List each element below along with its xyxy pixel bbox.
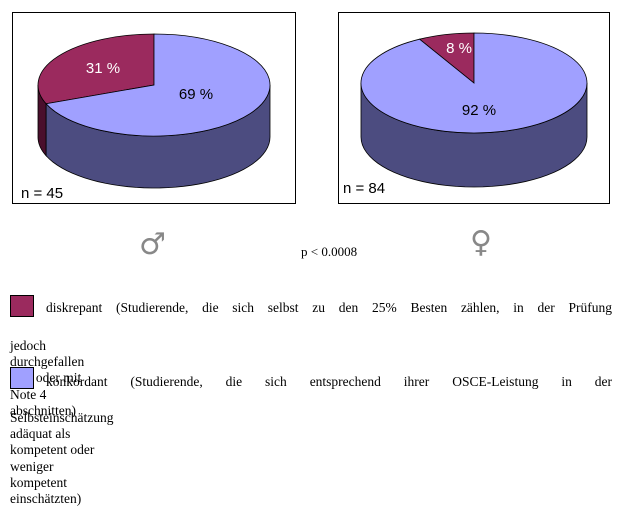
legend-swatch-diskrepant: [10, 295, 34, 317]
male-symbol-icon: ♂: [139, 227, 166, 262]
pie-label-konkordant: 92 %: [462, 102, 496, 119]
pie-chart-female: 8 % 92 % n = 84: [338, 12, 610, 204]
legend-text-konkordant-line2: Selbsteinschätzung adäquat als kompetent…: [10, 410, 114, 506]
pie-label-diskrepant: 31 %: [86, 60, 120, 77]
pie-male-svg: 31 % 69 %: [37, 33, 271, 189]
female-symbol-icon: ♀: [470, 225, 492, 260]
legend-swatch-konkordant: [10, 367, 34, 389]
legend-text-diskrepant-line2: jedoch durchgefallen sind oder mit Note …: [10, 338, 85, 418]
p-value: p < 0.0008: [301, 244, 358, 259]
n-label-female: n = 84: [343, 180, 386, 197]
legend-text-konkordant-line1: konkordant (Studierende, die sich entspr…: [46, 374, 612, 389]
pie-label-konkordant: 69 %: [179, 86, 213, 103]
pie-slice-diskrepant: [37, 33, 155, 105]
legend-text-diskrepant-line1: diskrepant (Studierende, die sich selbst…: [46, 300, 612, 315]
n-label-male: n = 45: [21, 185, 64, 202]
pie-slice-konkordant: [45, 33, 271, 137]
pie-slice-konkordant: [360, 32, 588, 134]
pie-chart-male: 31 % 69 % n = 45: [12, 12, 296, 204]
pie-label-diskrepant: 8 %: [446, 40, 472, 57]
pie-female-svg: 8 % 92 %: [360, 32, 588, 188]
